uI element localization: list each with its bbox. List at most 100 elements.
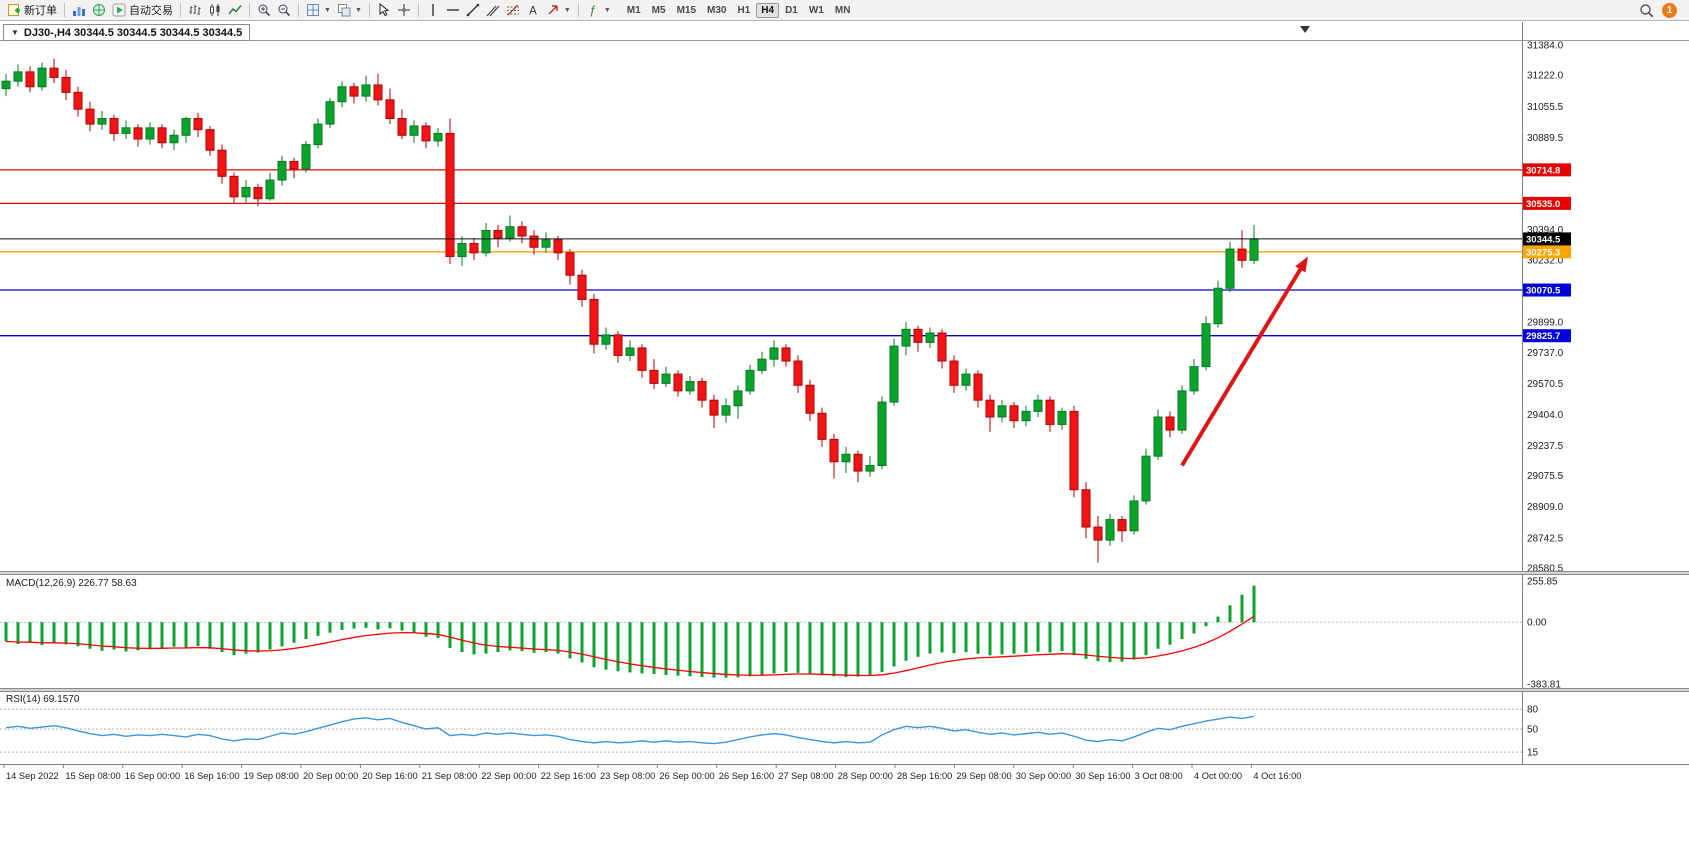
new-order-icon [7,3,21,17]
candle [97,118,107,125]
candle [673,373,683,392]
candle [385,99,395,120]
candle [757,358,767,371]
trendline-icon [466,3,480,17]
channel-tool-button[interactable] [483,1,503,19]
price-tag-label: 30070.5 [1526,286,1561,297]
candle [637,347,647,371]
candle [589,298,599,345]
notification-badge[interactable]: 1 [1662,2,1677,18]
line-chart-type-button[interactable] [225,1,245,19]
trend-arrow[interactable] [1180,264,1305,467]
timeframe-H1[interactable]: H1 [737,4,751,16]
cursor-tool-button[interactable] [374,1,394,19]
zoom-out-button[interactable] [274,1,294,19]
bar-chart-type-button[interactable] [185,1,205,19]
time-label: 4 Oct 16:00 [1253,771,1301,781]
candle [901,328,911,347]
timeframe-M5[interactable]: M5 [651,4,666,16]
price-tag-label: 29825.7 [1526,331,1560,342]
zoom-in-button[interactable] [254,1,274,19]
tile-windows-button[interactable]: ▼ [334,1,365,19]
price-tick-label: 29570.5 [1527,379,1564,390]
fibonacci-icon [506,3,520,17]
one-click-trading-toggle-icon[interactable]: ▼ [11,28,19,37]
candle [961,373,971,386]
autotrading-button[interactable]: 自动交易 [109,1,176,19]
candle [193,118,203,131]
price-tag [1523,196,1571,210]
candle [289,160,299,170]
candle [685,381,695,392]
candle [913,328,923,343]
candle [25,71,35,88]
chart-shift-marker[interactable] [1300,26,1310,33]
time-label: 30 Sep 00:00 [1016,771,1071,781]
text-tool-button[interactable]: A [523,1,543,19]
candle [241,187,251,198]
candle [793,360,803,386]
candle [73,91,83,110]
price-tick-label: 30232.0 [1527,255,1564,266]
price-tag-label: 30344.5 [1526,234,1561,245]
candle [229,175,239,198]
time-label: 20 Sep 16:00 [362,771,417,781]
toolbar-separator [417,3,419,17]
rsi-panel-separator[interactable] [0,688,1689,692]
candlestick-icon [208,3,222,17]
timeframe-W1[interactable]: W1 [808,4,824,16]
horizontal-line-tool-button[interactable] [443,1,463,19]
indicators-button[interactable]: ƒ ▼ [583,1,614,19]
candle [1081,489,1091,528]
price-tick-label: 29075.5 [1527,471,1564,482]
toolbar: 新订单 自动交易 ▼ ▼ [0,0,1689,21]
candle [109,118,119,134]
dropdown-caret: ▼ [324,6,331,14]
candle [1129,500,1139,532]
vertical-line-tool-button[interactable] [423,1,443,19]
horizontal-line-icon [446,3,460,17]
candle [601,334,611,345]
timeframe-M1[interactable]: M1 [626,4,641,16]
toolbar-separator [368,3,370,17]
candle [625,347,635,356]
timeframe-M30[interactable]: M30 [707,4,727,16]
candle [853,453,863,472]
symbol-quote-box[interactable]: ▼ DJ30-,H4 30344.5 30344.5 30344.5 30344… [3,24,251,41]
candle [1237,248,1247,261]
candle [613,334,623,356]
price-tag [1523,163,1571,177]
bar-columns-icon [72,3,86,17]
timeframe-D1[interactable]: D1 [785,4,798,16]
new-chart-button[interactable]: ▼ [303,1,334,19]
crosshair-tool-button[interactable] [394,1,414,19]
candle [505,226,515,239]
price-tag [1523,232,1571,246]
new-order-button[interactable]: 新订单 [4,1,60,19]
search-button[interactable] [1636,1,1657,19]
fibonacci-tool-button[interactable] [503,1,523,19]
candle [889,345,899,403]
market-watch-button[interactable] [89,1,109,19]
timeframe-H4[interactable]: H4 [756,2,780,18]
candle [481,229,491,254]
macd-panel-separator[interactable] [0,571,1689,575]
price-tick-label: 29404.0 [1527,410,1564,421]
charts-button[interactable] [69,1,89,19]
new-chart-grid-icon [306,3,320,17]
candle [721,405,731,416]
arrows-tool-button[interactable]: ▼ [543,1,574,19]
candlestick-chart-type-button[interactable] [205,1,225,19]
time-label: 3 Oct 08:00 [1135,771,1183,781]
candle [733,390,743,407]
candle [49,67,59,78]
timeframe-M15[interactable]: M15 [676,4,697,16]
trendline-tool-button[interactable] [463,1,483,19]
zoom-in-icon [257,3,271,17]
candle [649,369,659,384]
candle [1165,416,1175,431]
candle [1117,519,1127,532]
timeframe-MN[interactable]: MN [834,4,851,16]
time-label: 28 Sep 00:00 [838,771,893,781]
